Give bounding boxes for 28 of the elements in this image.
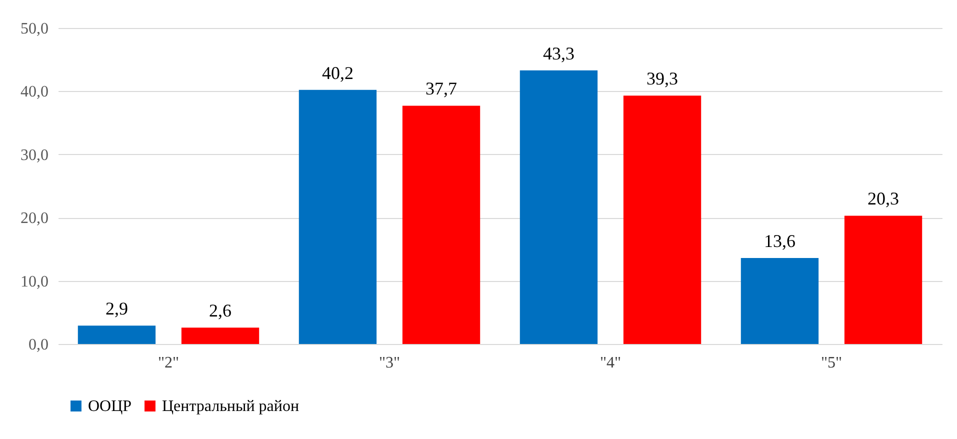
y-tick-label: 30,0 <box>20 146 48 164</box>
y-tick-label: 20,0 <box>20 210 48 228</box>
bar <box>78 326 156 344</box>
legend-label: Центральный район <box>162 398 300 415</box>
bar <box>844 216 922 344</box>
data-label: 43,3 <box>542 43 574 64</box>
data-label: 37,7 <box>426 78 458 99</box>
legend-label: ООЦР <box>88 398 132 415</box>
x-tick-label: "3" <box>378 354 400 372</box>
bar <box>520 70 598 344</box>
bar <box>181 328 260 344</box>
data-label: 2,9 <box>105 298 128 319</box>
y-tick-label: 10,0 <box>20 273 48 290</box>
bar <box>402 106 480 344</box>
y-tick-label: 40,0 <box>20 84 48 101</box>
data-label: 40,2 <box>322 62 354 83</box>
bar <box>623 96 702 344</box>
x-tick-label: "4" <box>600 354 622 372</box>
data-label: 2,6 <box>209 300 232 321</box>
y-tick-label: 50,0 <box>20 20 48 38</box>
bar <box>298 90 377 344</box>
data-label: 20,3 <box>868 188 900 209</box>
bar <box>740 258 819 344</box>
x-tick-label: "2" <box>158 354 180 372</box>
y-tick-label: 0,0 <box>28 336 48 354</box>
data-label: 39,3 <box>646 68 678 89</box>
x-tick-label: "5" <box>820 354 842 372</box>
data-label: 13,6 <box>764 231 796 252</box>
